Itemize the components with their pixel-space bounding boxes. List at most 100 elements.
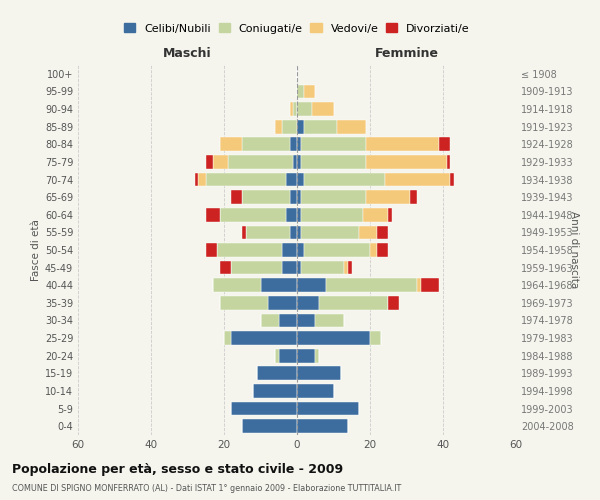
Bar xyxy=(388,208,392,222)
Bar xyxy=(297,420,348,433)
Bar xyxy=(275,349,279,362)
Bar xyxy=(290,226,297,239)
Bar xyxy=(297,366,341,380)
Bar xyxy=(297,260,301,274)
Bar xyxy=(297,155,301,169)
Bar xyxy=(367,155,446,169)
Bar xyxy=(315,314,344,328)
Bar xyxy=(297,84,304,98)
Bar xyxy=(257,366,297,380)
Bar xyxy=(227,155,293,169)
Bar xyxy=(293,155,297,169)
Bar xyxy=(232,331,297,345)
Bar xyxy=(217,243,283,257)
Bar xyxy=(385,172,450,186)
Bar xyxy=(283,120,297,134)
Bar xyxy=(220,260,232,274)
Bar xyxy=(450,172,454,186)
Bar xyxy=(220,138,242,151)
Bar xyxy=(304,84,315,98)
Bar xyxy=(410,190,418,204)
Bar xyxy=(348,260,352,274)
Bar xyxy=(301,226,359,239)
Bar xyxy=(297,190,301,204)
Bar xyxy=(359,226,377,239)
Bar xyxy=(304,243,370,257)
Bar xyxy=(279,314,297,328)
Bar xyxy=(367,138,439,151)
Bar xyxy=(242,226,246,239)
Bar xyxy=(388,296,399,310)
Bar xyxy=(290,102,293,116)
Bar xyxy=(275,120,283,134)
Bar xyxy=(297,384,334,398)
Bar xyxy=(319,296,388,310)
Bar xyxy=(297,120,304,134)
Bar xyxy=(362,208,388,222)
Bar xyxy=(377,226,388,239)
Bar xyxy=(213,278,260,292)
Bar xyxy=(260,314,279,328)
Text: Popolazione per età, sesso e stato civile - 2009: Popolazione per età, sesso e stato civil… xyxy=(12,462,343,475)
Bar xyxy=(290,190,297,204)
Text: Maschi: Maschi xyxy=(163,46,212,60)
Bar xyxy=(283,260,297,274)
Bar xyxy=(344,260,348,274)
Bar xyxy=(367,190,410,204)
Bar xyxy=(213,155,227,169)
Bar xyxy=(220,296,268,310)
Bar xyxy=(370,331,381,345)
Bar xyxy=(297,296,319,310)
Bar xyxy=(253,384,297,398)
Bar xyxy=(297,208,301,222)
Bar xyxy=(290,138,297,151)
Bar xyxy=(224,331,232,345)
Bar xyxy=(439,138,450,151)
Bar xyxy=(206,172,286,186)
Bar xyxy=(297,172,304,186)
Text: COMUNE DI SPIGNO MONFERRATO (AL) - Dati ISTAT 1° gennaio 2009 - Elaborazione TUT: COMUNE DI SPIGNO MONFERRATO (AL) - Dati … xyxy=(12,484,401,493)
Bar xyxy=(297,278,326,292)
Bar xyxy=(297,331,370,345)
Bar xyxy=(220,208,286,222)
Bar xyxy=(370,243,377,257)
Bar xyxy=(326,278,418,292)
Bar xyxy=(304,120,337,134)
Bar xyxy=(199,172,206,186)
Bar xyxy=(297,402,359,415)
Bar xyxy=(301,260,344,274)
Bar xyxy=(301,208,362,222)
Bar xyxy=(301,138,367,151)
Bar xyxy=(232,260,283,274)
Bar xyxy=(297,102,311,116)
Bar xyxy=(377,243,388,257)
Bar xyxy=(311,102,334,116)
Bar xyxy=(297,138,301,151)
Bar xyxy=(304,172,385,186)
Bar xyxy=(297,243,304,257)
Y-axis label: Fasce di età: Fasce di età xyxy=(31,219,41,281)
Bar xyxy=(297,349,315,362)
Bar xyxy=(242,420,297,433)
Bar xyxy=(242,190,290,204)
Bar xyxy=(283,243,297,257)
Bar xyxy=(337,120,367,134)
Bar xyxy=(195,172,199,186)
Bar xyxy=(260,278,297,292)
Bar xyxy=(232,190,242,204)
Bar xyxy=(206,243,217,257)
Bar xyxy=(206,208,220,222)
Text: Femmine: Femmine xyxy=(374,46,439,60)
Bar xyxy=(301,190,367,204)
Bar xyxy=(242,138,290,151)
Bar xyxy=(301,155,367,169)
Bar xyxy=(246,226,290,239)
Bar xyxy=(446,155,450,169)
Bar xyxy=(418,278,421,292)
Legend: Celibi/Nubili, Coniugati/e, Vedovi/e, Divorziati/e: Celibi/Nubili, Coniugati/e, Vedovi/e, Di… xyxy=(120,19,474,38)
Bar xyxy=(297,314,315,328)
Bar xyxy=(286,172,297,186)
Bar xyxy=(206,155,213,169)
Y-axis label: Anni di nascita: Anni di nascita xyxy=(569,212,579,288)
Bar xyxy=(297,226,301,239)
